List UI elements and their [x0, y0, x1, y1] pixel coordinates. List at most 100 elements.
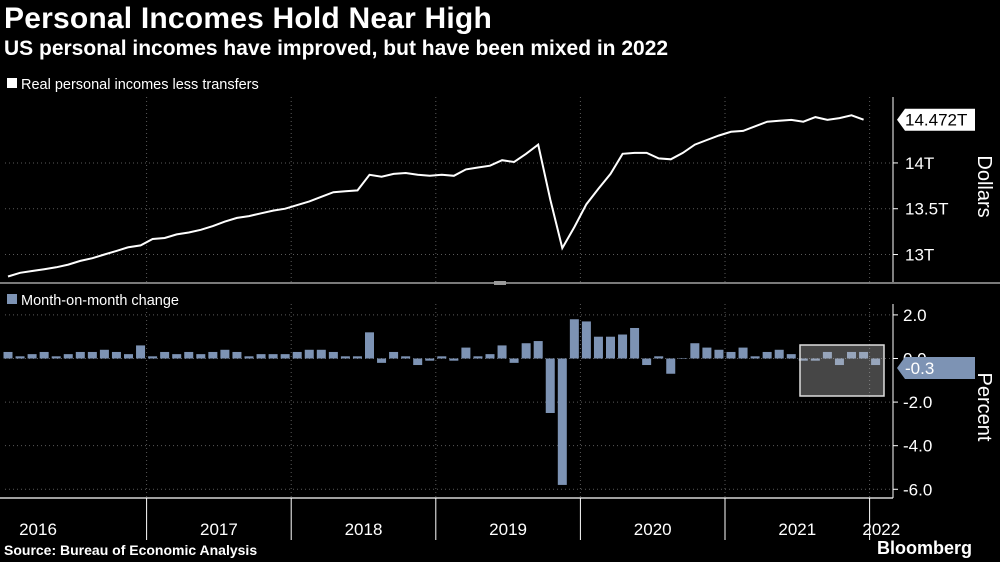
bar-mom-change: [124, 354, 133, 359]
bar-mom-change: [292, 351, 302, 359]
bar-mom-change: [726, 351, 736, 359]
bar-mom-change: [654, 356, 664, 359]
bar-mom-change: [3, 351, 13, 359]
bar-mom-change: [606, 336, 615, 359]
panel-resize-handle: [494, 281, 506, 285]
bar-mom-change: [87, 351, 97, 359]
bar-mom-change: [268, 354, 278, 359]
bar-mom-change: [859, 351, 869, 359]
bar-mom-change: [377, 358, 387, 363]
bar-mom-change: [690, 343, 700, 359]
bar-mom-change: [208, 351, 218, 359]
bar-mom-change: [244, 356, 254, 359]
bar-mom-change: [798, 358, 808, 361]
y-tick-label: -2.0: [903, 393, 932, 412]
y-tick-label: 13.5T: [905, 200, 948, 219]
bar-mom-change: [593, 336, 603, 359]
bar-mom-change: [160, 351, 170, 359]
x-tick-label-year: 2018: [345, 520, 383, 539]
bar-mom-change: [738, 347, 748, 359]
bar-mom-change: [304, 349, 314, 359]
bar-mom-change: [834, 358, 844, 366]
bar-mom-change: [630, 327, 640, 359]
bar-mom-change: [449, 358, 459, 361]
bar-mom-change: [352, 356, 362, 359]
bar-mom-change: [75, 351, 85, 359]
legend-label-line: Real personal incomes less transfers: [21, 77, 259, 93]
bar-mom-change: [148, 356, 158, 359]
bar-mom-change: [702, 347, 712, 359]
chart-title: Personal Incomes Hold Near High: [4, 2, 492, 35]
bar-mom-change: [810, 358, 820, 361]
bar-mom-change: [328, 351, 338, 359]
bar-mom-change: [220, 349, 230, 359]
bar-mom-change: [172, 354, 182, 359]
legend-swatch-line: [7, 78, 17, 88]
bar-mom-change: [136, 345, 146, 359]
bar-mom-change: [473, 356, 483, 359]
y-axis-title-dollars: Dollars: [973, 155, 995, 217]
bar-mom-change: [557, 358, 567, 485]
last-value-callout: [897, 108, 975, 131]
bar-mom-change: [27, 354, 37, 359]
bar-mom-change: [618, 334, 628, 359]
bar-mom-change: [509, 358, 519, 363]
bar-mom-change: [99, 349, 109, 359]
bar-mom-change: [822, 351, 832, 359]
bar-mom-change: [461, 347, 471, 359]
bar-mom-change: [15, 356, 25, 359]
bar-mom-change: [389, 351, 399, 359]
x-tick-label-year: 2016: [19, 520, 57, 539]
bar-mom-change: [762, 351, 772, 359]
source-note: Source: Bureau of Economic Analysis: [4, 542, 258, 558]
legend-label-bar: Month-on-month change: [21, 293, 179, 309]
bar-mom-change: [184, 351, 194, 359]
bar-mom-change: [581, 321, 591, 359]
bar-mom-change: [365, 332, 374, 359]
bar-mom-change: [847, 351, 856, 359]
y-tick-label: 13T: [905, 246, 934, 265]
x-tick-label-year: 2017: [200, 520, 238, 539]
y-axis-title-percent: Percent: [973, 373, 995, 442]
bar-mom-change: [280, 354, 290, 359]
y-tick-label: -4.0: [903, 437, 932, 456]
x-tick-label-year: 2021: [778, 520, 816, 539]
bar-mom-change: [232, 351, 242, 359]
bar-mom-change: [545, 358, 555, 413]
bar-mom-change: [316, 349, 326, 359]
bar-mom-change: [425, 358, 435, 361]
y-tick-label: -6.0: [903, 480, 932, 499]
bar-mom-change: [774, 349, 784, 359]
bar-mom-change: [714, 349, 724, 359]
bar-mom-change: [678, 357, 688, 359]
bar-mom-change: [485, 354, 495, 359]
legend-swatch-bar: [7, 294, 17, 304]
x-tick-label-year: 2022: [862, 520, 900, 539]
bar-mom-change: [51, 356, 61, 359]
bar-mom-change: [497, 345, 507, 359]
bar-mom-change: [642, 358, 652, 366]
y-tick-label: 14T: [905, 154, 934, 173]
bar-mom-change: [750, 356, 760, 359]
bar-mom-change: [401, 356, 411, 359]
x-tick-label-year: 2020: [634, 520, 672, 539]
bloomberg-logo: Bloomberg: [876, 538, 972, 558]
series-line-real-incomes: [7, 114, 864, 278]
y-tick-label: 2.0: [903, 306, 927, 325]
bar-mom-change: [340, 356, 350, 359]
bar-mom-change: [413, 358, 423, 366]
bar-mom-change: [196, 354, 206, 359]
bar-mom-change: [666, 358, 676, 374]
last-value-label-line: 14.472T: [905, 111, 967, 130]
bar-mom-change: [569, 319, 579, 359]
bar-mom-change: [437, 356, 447, 359]
bar-mom-change: [871, 358, 881, 366]
highlight-box-2022: [799, 344, 885, 397]
chart-subtitle: US personal incomes have improved, but h…: [4, 37, 669, 60]
bar-mom-change: [533, 341, 543, 359]
bar-mom-change: [111, 351, 121, 359]
bar-mom-change: [786, 354, 796, 359]
last-value-label-bar: -0.3: [905, 359, 934, 378]
bar-mom-change: [256, 354, 266, 359]
